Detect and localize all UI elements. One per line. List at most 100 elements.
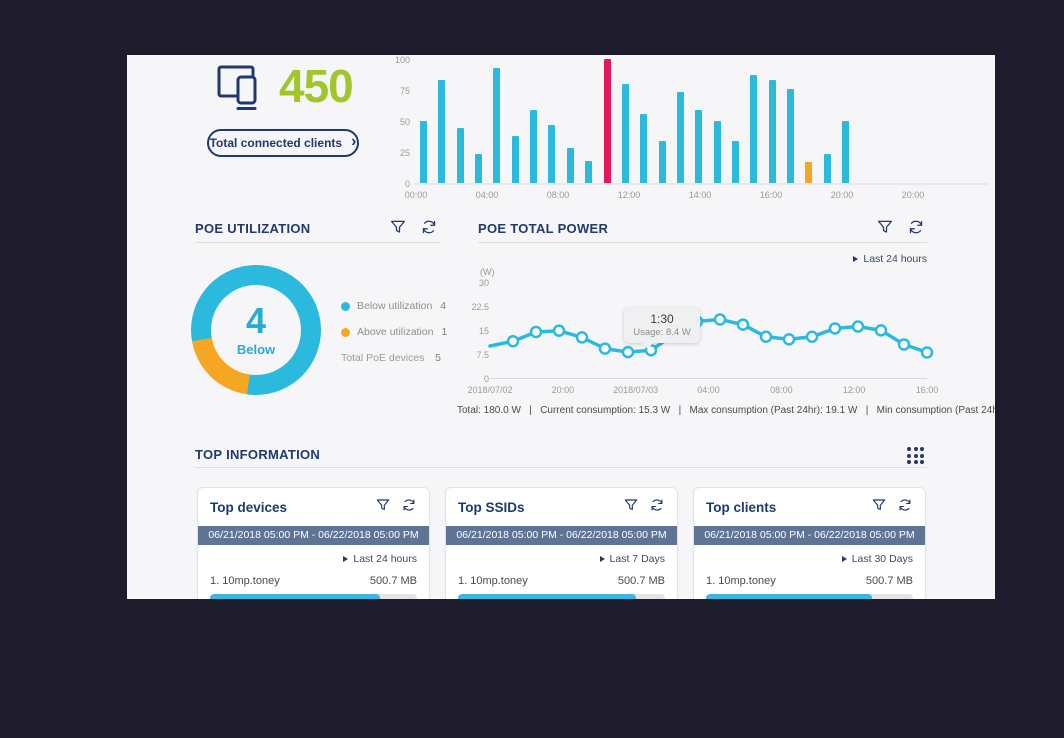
bar[interactable] [585,160,593,183]
refresh-icon[interactable] [420,218,438,241]
dashboard-panel: 450 Total connected clients › 100 75 50 25 0… [127,55,995,599]
period-selector[interactable]: Last 7 Days [458,553,665,565]
bar[interactable] [548,124,556,183]
bar[interactable] [603,59,611,183]
donut-center: 4 Below [211,285,301,375]
bar[interactable] [842,121,850,183]
data-point[interactable] [759,330,773,344]
data-point[interactable] [874,324,888,337]
total-clients-count: 450 [279,60,354,112]
bar[interactable] [475,154,483,183]
bar[interactable] [493,67,501,183]
filter-icon[interactable] [871,497,887,518]
data-point[interactable] [736,318,750,331]
y-tick-label: 15 [478,326,489,336]
x-tick-label: 08:00 [770,385,793,395]
data-point[interactable] [782,333,796,346]
bar[interactable] [640,113,648,183]
bar[interactable] [805,161,813,183]
time-range-selector[interactable]: Last 24 hours [827,253,927,265]
legend-value: 1 [441,326,448,338]
x-tick-label: 04:00 [697,385,720,395]
card-title: Top clients [706,500,777,515]
filter-icon[interactable] [375,497,391,518]
x-tick-label: 20:00 [901,190,925,200]
bar[interactable] [787,88,794,183]
bar[interactable] [768,80,776,183]
data-point[interactable] [529,325,543,339]
date-range-band: 06/21/2018 05:00 PM - 06/22/2018 05:00 P… [694,526,925,545]
bar[interactable] [511,135,519,183]
divider [195,467,927,468]
refresh-icon[interactable] [907,218,925,241]
legend-total: Total PoE devices 5 [341,351,441,365]
refresh-icon[interactable] [401,497,417,518]
y-tick-label: 30 [478,278,489,288]
card-title: Top devices [210,500,288,515]
bar[interactable] [621,83,629,183]
period-selector[interactable]: Last 24 hours [210,553,417,565]
top-card-top-devices: Top devices 06/21/2018 05:00 PM - 06/22/2… [197,487,430,599]
card-body: Last 7 Days 1. 10mp.toney 500.7 MB [446,553,677,599]
poe-utilization-donut[interactable]: 4 Below [191,265,321,395]
data-point[interactable] [805,330,819,344]
data-point[interactable] [897,338,911,351]
bar[interactable] [731,140,739,183]
poe-power-line-chart: (W) 30 22.5 15 7.5 0 1:30 Usage: 8.4 W 2018/… [467,267,938,402]
data-point[interactable] [598,342,612,355]
period-selector[interactable]: Last 30 Days [706,553,913,565]
legend-dot [341,301,350,311]
y-tick-label: 0 [483,374,489,384]
grid-view-icon[interactable] [907,447,924,464]
bar[interactable] [456,128,464,183]
data-point[interactable] [621,345,635,359]
bar[interactable] [658,140,666,183]
list-item: 1. 10mp.toney 500.7 MB [458,575,665,587]
data-point[interactable] [552,324,566,337]
x-tick-label: 14:00 [688,190,712,200]
line-chart-x-axis: 2018/07/02 20:00 2018/07/03 04:00 08:00 12:00… [467,385,938,399]
bar[interactable] [438,80,446,183]
button-label: Total connected clients [209,136,343,150]
x-tick-label: 16:00 [915,385,939,395]
bar[interactable] [750,75,758,183]
list-item: 1. 10mp.toney 500.7 MB [706,575,913,587]
card-body: Last 24 hours 1. 10mp.toney 500.7 MB [198,553,429,599]
y-tick-label: 22.5 [471,302,489,312]
progress-track [458,594,665,599]
data-point[interactable] [713,313,727,326]
x-tick-label: 16:00 [759,190,783,200]
bar[interactable] [420,121,427,183]
period-label: Last 24 hours [353,553,417,565]
chevron-right-icon: › [351,133,357,150]
card-body: Last 30 Days 1. 10mp.toney 500.7 MB [694,553,925,599]
bar[interactable] [530,109,538,183]
card-header: Top SSIDs [446,488,677,526]
bar[interactable] [823,154,831,183]
data-point[interactable] [575,331,589,344]
filter-icon[interactable] [389,218,407,241]
data-point[interactable] [828,322,842,335]
filter-icon[interactable] [623,497,639,518]
bar[interactable] [676,92,684,183]
y-tick-label: 100 [394,55,410,65]
progress-track [210,594,417,599]
bar[interactable] [713,121,721,183]
data-point[interactable] [851,320,865,333]
y-axis-unit: (W) [480,267,495,277]
divider [478,242,927,243]
filter-icon[interactable] [876,218,894,241]
item-name: 1. 10mp.toney [706,575,776,587]
item-name: 1. 10mp.toney [210,575,280,587]
data-point[interactable] [506,334,520,348]
data-point[interactable] [920,346,934,359]
bar[interactable] [566,148,574,183]
date-range-band: 06/21/2018 05:00 PM - 06/22/2018 05:00 P… [198,526,429,545]
power-stats-line: Total: 180.0 W | Current consumption: 15… [457,405,995,416]
total-connected-clients-button[interactable]: Total connected clients › [207,129,359,157]
bar[interactable] [695,109,703,183]
refresh-icon[interactable] [649,497,665,518]
x-tick-label: 00:00 [404,190,428,200]
refresh-icon[interactable] [897,497,913,518]
x-tick-label: 2018/07/03 [613,385,659,395]
